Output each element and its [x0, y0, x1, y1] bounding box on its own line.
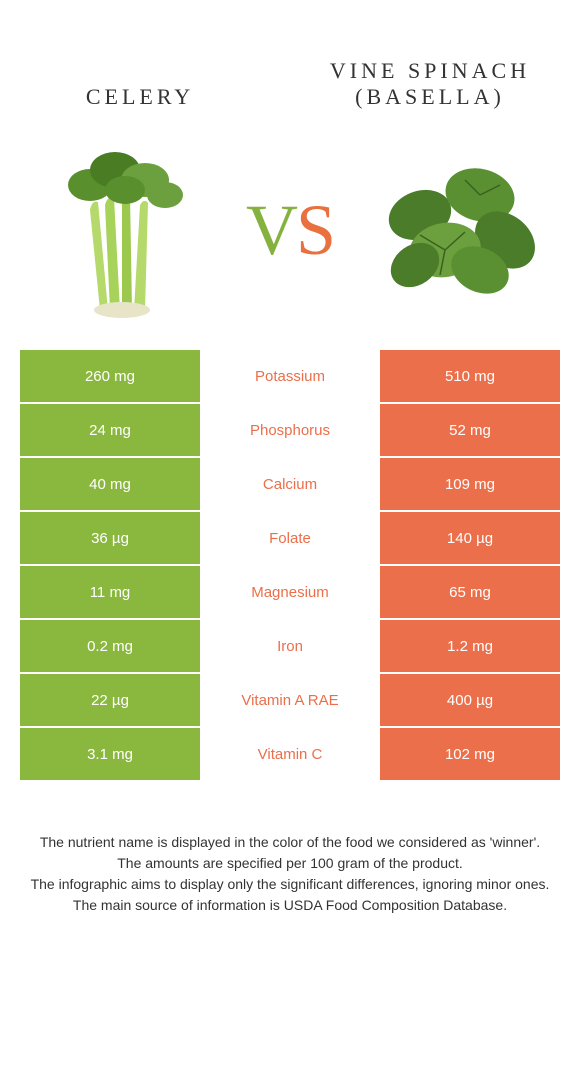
- right-value: 140 µg: [380, 512, 560, 564]
- nutrient-name: Iron: [200, 620, 380, 672]
- left-value: 260 mg: [20, 350, 200, 402]
- nutrient-name: Vitamin C: [200, 728, 380, 780]
- nutrient-row: 24 mgPhosphorus52 mg: [20, 404, 560, 456]
- left-value: 36 µg: [20, 512, 200, 564]
- nutrient-row: 260 mgPotassium510 mg: [20, 350, 560, 402]
- right-value: 52 mg: [380, 404, 560, 456]
- nutrient-name: Calcium: [200, 458, 380, 510]
- right-value: 65 mg: [380, 566, 560, 618]
- left-value: 3.1 mg: [20, 728, 200, 780]
- left-value: 0.2 mg: [20, 620, 200, 672]
- right-food-title: Vine Spinach (Basella): [320, 58, 540, 110]
- footnote-line: The main source of information is USDA F…: [15, 895, 565, 916]
- hero: VS: [0, 120, 580, 340]
- right-value: 400 µg: [380, 674, 560, 726]
- vs-s: S: [296, 190, 334, 270]
- celery-image: [30, 140, 210, 320]
- footnote-line: The amounts are specified per 100 gram o…: [15, 853, 565, 874]
- nutrient-row: 40 mgCalcium109 mg: [20, 458, 560, 510]
- nutrient-row: 3.1 mgVitamin C102 mg: [20, 728, 560, 780]
- celery-icon: [30, 140, 210, 320]
- spinach-image: [370, 140, 550, 320]
- right-value: 102 mg: [380, 728, 560, 780]
- nutrient-name: Phosphorus: [200, 404, 380, 456]
- left-value: 22 µg: [20, 674, 200, 726]
- nutrient-name: Folate: [200, 512, 380, 564]
- footnote-line: The infographic aims to display only the…: [15, 874, 565, 895]
- nutrient-row: 22 µgVitamin A RAE400 µg: [20, 674, 560, 726]
- nutrient-row: 0.2 mgIron1.2 mg: [20, 620, 560, 672]
- left-food-title: Celery: [40, 84, 240, 110]
- left-value: 24 mg: [20, 404, 200, 456]
- vs-label: VS: [246, 189, 334, 272]
- footnote-line: The nutrient name is displayed in the co…: [15, 832, 565, 853]
- nutrient-name: Vitamin A RAE: [200, 674, 380, 726]
- right-value: 510 mg: [380, 350, 560, 402]
- nutrient-row: 36 µgFolate140 µg: [20, 512, 560, 564]
- nutrient-row: 11 mgMagnesium65 mg: [20, 566, 560, 618]
- nutrient-table: 260 mgPotassium510 mg24 mgPhosphorus52 m…: [0, 340, 580, 812]
- header: Celery Vine Spinach (Basella): [0, 0, 580, 120]
- footnotes: The nutrient name is displayed in the co…: [0, 812, 580, 936]
- spinach-icon: [370, 140, 550, 320]
- left-value: 11 mg: [20, 566, 200, 618]
- nutrient-name: Potassium: [200, 350, 380, 402]
- nutrient-name: Magnesium: [200, 566, 380, 618]
- right-value: 109 mg: [380, 458, 560, 510]
- vs-v: V: [246, 190, 296, 270]
- left-value: 40 mg: [20, 458, 200, 510]
- right-value: 1.2 mg: [380, 620, 560, 672]
